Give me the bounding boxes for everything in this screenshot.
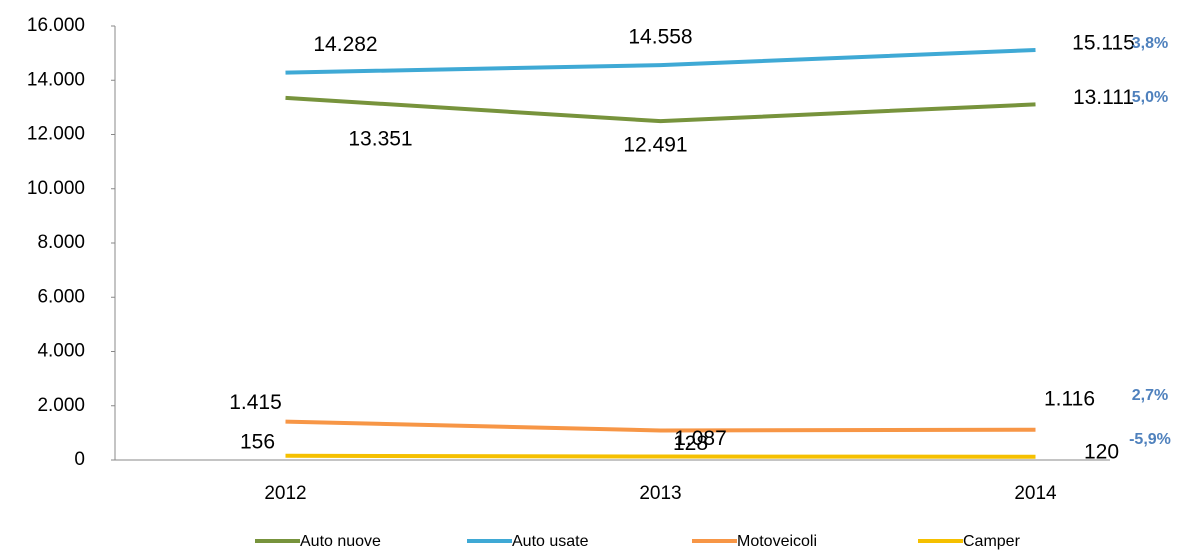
legend-label: Motoveicoli <box>737 533 817 550</box>
line-series <box>285 419 1036 433</box>
data-label: 1.415 <box>229 391 282 414</box>
line-series <box>285 48 1036 75</box>
y-tick-label: 8.000 <box>37 232 85 253</box>
x-tick-label: 2014 <box>1014 483 1057 504</box>
data-label: 120 <box>1084 440 1119 463</box>
data-label: 12.491 <box>623 134 687 157</box>
data-label: 128 <box>673 432 708 455</box>
data-label: 13.351 <box>348 127 412 150</box>
y-tick-label: 4.000 <box>37 341 85 362</box>
change-label: 5,0% <box>1132 89 1168 106</box>
y-tick-label: 0 <box>74 449 85 470</box>
change-label: -5,9% <box>1129 431 1171 448</box>
x-tick-label: 2012 <box>264 483 306 504</box>
legend-label: Camper <box>963 533 1021 550</box>
y-tick-label: 14.000 <box>27 69 85 90</box>
y-tick-label: 6.000 <box>37 286 85 307</box>
change-label: 3,8% <box>1132 35 1168 52</box>
change-label: 2,7% <box>1132 387 1168 404</box>
data-label: 15.115 <box>1072 32 1135 55</box>
data-label: 1.087 <box>674 427 727 450</box>
line-series <box>285 95 1036 124</box>
y-tick-label: 16.000 <box>27 15 85 36</box>
y-tick-label: 10.000 <box>27 178 85 199</box>
x-tick-label: 2013 <box>639 483 681 504</box>
legend-label: Auto nuove <box>300 533 381 550</box>
data-label: 1.116 <box>1044 387 1095 410</box>
y-tick-label: 12.000 <box>27 124 85 145</box>
line-series <box>285 453 1036 459</box>
y-tick-label: 2.000 <box>37 395 85 416</box>
data-label: 156 <box>240 430 275 453</box>
legend-label: Auto usate <box>512 533 589 550</box>
data-label: 13.111 <box>1073 86 1134 109</box>
data-label: 14.282 <box>313 33 377 56</box>
data-label: 14.558 <box>628 26 692 49</box>
